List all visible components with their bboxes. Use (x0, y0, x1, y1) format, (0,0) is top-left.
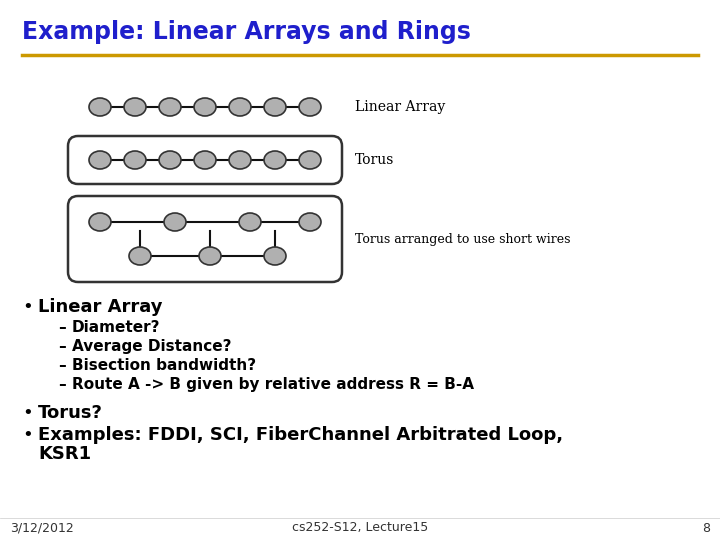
Text: Torus arranged to use short wires: Torus arranged to use short wires (355, 233, 570, 246)
Ellipse shape (299, 98, 321, 116)
Text: •: • (22, 404, 32, 422)
Ellipse shape (264, 151, 286, 169)
Text: •: • (22, 426, 32, 444)
Ellipse shape (124, 98, 146, 116)
Text: Example: Linear Arrays and Rings: Example: Linear Arrays and Rings (22, 20, 471, 44)
Text: 3/12/2012: 3/12/2012 (10, 522, 73, 535)
Text: •: • (22, 298, 32, 316)
Ellipse shape (89, 213, 111, 231)
Ellipse shape (159, 98, 181, 116)
Text: Route A -> B given by relative address R = B-A: Route A -> B given by relative address R… (72, 377, 474, 392)
Ellipse shape (229, 151, 251, 169)
Ellipse shape (264, 98, 286, 116)
Ellipse shape (159, 151, 181, 169)
Text: –: – (58, 320, 66, 335)
Ellipse shape (264, 247, 286, 265)
Text: Linear Array: Linear Array (38, 298, 163, 316)
Text: KSR1: KSR1 (38, 445, 91, 463)
Text: Torus: Torus (355, 153, 395, 167)
Ellipse shape (299, 213, 321, 231)
Text: Examples: FDDI, SCI, FiberChannel Arbitrated Loop,: Examples: FDDI, SCI, FiberChannel Arbitr… (38, 426, 563, 444)
Ellipse shape (194, 151, 216, 169)
Text: –: – (58, 377, 66, 392)
Ellipse shape (89, 151, 111, 169)
Text: 8: 8 (702, 522, 710, 535)
Text: Linear Array: Linear Array (355, 100, 445, 114)
Ellipse shape (194, 98, 216, 116)
Ellipse shape (129, 247, 151, 265)
Ellipse shape (164, 213, 186, 231)
Text: –: – (58, 358, 66, 373)
Text: Diameter?: Diameter? (72, 320, 161, 335)
Ellipse shape (124, 151, 146, 169)
Ellipse shape (89, 98, 111, 116)
Text: Bisection bandwidth?: Bisection bandwidth? (72, 358, 256, 373)
Ellipse shape (239, 213, 261, 231)
Text: cs252-S12, Lecture15: cs252-S12, Lecture15 (292, 522, 428, 535)
Ellipse shape (199, 247, 221, 265)
Text: Average Distance?: Average Distance? (72, 339, 232, 354)
Ellipse shape (229, 98, 251, 116)
Text: Torus?: Torus? (38, 404, 103, 422)
Ellipse shape (299, 151, 321, 169)
Text: –: – (58, 339, 66, 354)
